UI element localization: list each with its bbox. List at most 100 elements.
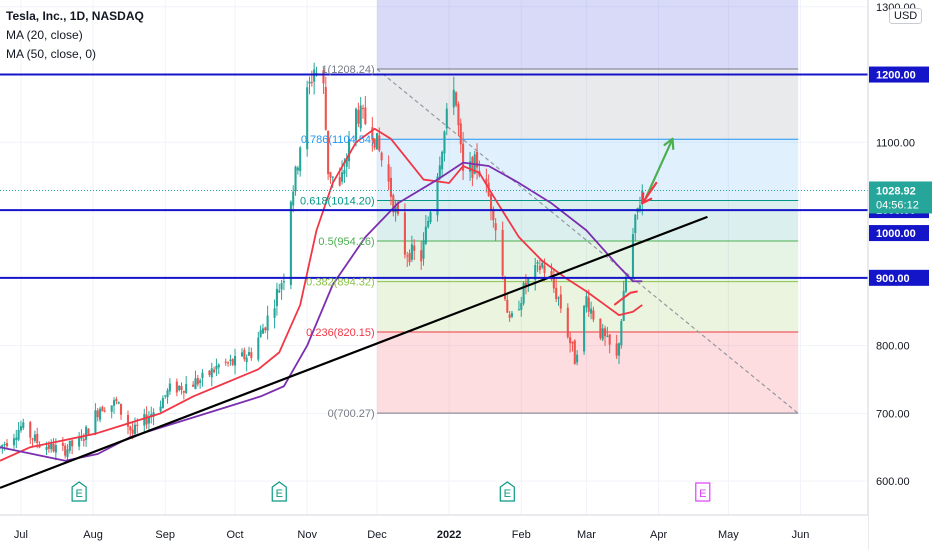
time-tick-label: Oct bbox=[226, 529, 243, 541]
candle bbox=[94, 410, 97, 434]
candle bbox=[354, 108, 358, 141]
candle bbox=[33, 434, 36, 441]
candle bbox=[573, 340, 576, 365]
earnings-label: E bbox=[75, 488, 82, 500]
candle bbox=[147, 417, 150, 424]
symbol-title[interactable]: Tesla, Inc., 1D, NASDAQ bbox=[6, 9, 144, 23]
candle bbox=[5, 443, 9, 447]
candle bbox=[131, 429, 134, 434]
earnings-icon bbox=[695, 482, 711, 502]
candle bbox=[429, 212, 432, 223]
candle bbox=[273, 308, 276, 318]
candle bbox=[541, 262, 544, 268]
chart-legend: Tesla, Inc., 1D, NASDAQ MA (20, close) M… bbox=[6, 7, 144, 64]
arrow-head bbox=[663, 137, 674, 147]
price-tick-label: 700.00 bbox=[876, 408, 910, 420]
price-axis bbox=[868, 0, 932, 515]
candle bbox=[443, 131, 446, 154]
candle bbox=[462, 143, 465, 171]
candle bbox=[341, 172, 344, 182]
candle bbox=[494, 223, 497, 231]
ma20-legend[interactable]: MA (20, close) bbox=[6, 28, 83, 42]
candle bbox=[194, 378, 197, 390]
earnings-icon bbox=[271, 481, 287, 502]
candle bbox=[126, 415, 130, 427]
fib-extension-zone bbox=[376, 0, 799, 69]
candle bbox=[420, 250, 423, 262]
candle bbox=[517, 309, 520, 311]
candle bbox=[257, 337, 260, 360]
earnings-label: E bbox=[504, 488, 511, 500]
candle bbox=[361, 107, 365, 109]
candle bbox=[261, 328, 265, 334]
candle bbox=[233, 355, 237, 366]
candle bbox=[587, 297, 590, 312]
candle bbox=[178, 385, 181, 391]
candle bbox=[459, 123, 462, 145]
time-tick-label: Apr bbox=[650, 529, 667, 541]
candle bbox=[343, 169, 346, 174]
candle bbox=[264, 327, 267, 331]
candle bbox=[310, 82, 313, 84]
candles bbox=[0, 62, 644, 463]
candle bbox=[620, 321, 623, 346]
level-price-tag: 1000.00 bbox=[869, 225, 929, 242]
candle bbox=[606, 335, 609, 337]
candle bbox=[634, 214, 637, 233]
candle bbox=[422, 240, 425, 259]
time-tick-label: Nov bbox=[297, 529, 317, 541]
candle bbox=[601, 328, 604, 340]
candle bbox=[19, 426, 22, 431]
candle bbox=[82, 439, 85, 441]
candle bbox=[1, 444, 4, 447]
candle bbox=[180, 385, 183, 391]
time-tick-label: May bbox=[718, 529, 739, 541]
candle bbox=[603, 328, 607, 337]
candle bbox=[175, 381, 178, 393]
candle bbox=[210, 368, 213, 378]
candle bbox=[85, 426, 88, 441]
candle bbox=[240, 352, 244, 357]
candle bbox=[245, 357, 248, 363]
candle bbox=[68, 440, 71, 451]
candle bbox=[408, 253, 411, 263]
candle bbox=[583, 305, 586, 352]
candle bbox=[452, 89, 455, 108]
time-axis-labels: Jul Aug Sep Oct Nov Dec 2022 Feb Mar Apr May Jun bbox=[14, 529, 809, 541]
candle bbox=[624, 277, 628, 292]
candle bbox=[331, 176, 334, 178]
candle bbox=[489, 193, 493, 211]
earnings-icon bbox=[499, 481, 515, 502]
candle bbox=[566, 307, 569, 338]
candle bbox=[315, 72, 318, 74]
candle bbox=[266, 315, 269, 331]
candle bbox=[96, 410, 99, 418]
candle bbox=[503, 277, 507, 300]
currency-button[interactable]: USD bbox=[889, 8, 923, 24]
candle bbox=[552, 276, 555, 289]
candle bbox=[524, 282, 527, 287]
candle bbox=[99, 408, 102, 420]
candle bbox=[80, 436, 83, 439]
ma50-legend[interactable]: MA (50, close, 0) bbox=[6, 47, 97, 61]
level-tag-background bbox=[869, 66, 929, 83]
price-tick-label: 600.00 bbox=[876, 476, 910, 488]
candle bbox=[538, 265, 541, 271]
level-tag-label: 1200.00 bbox=[876, 70, 916, 82]
grid bbox=[0, 0, 868, 515]
candle bbox=[329, 172, 332, 178]
candle bbox=[3, 443, 6, 445]
candle bbox=[508, 314, 511, 318]
projection-arrow bbox=[641, 181, 658, 205]
support-trendline bbox=[0, 215, 708, 489]
candle bbox=[182, 391, 185, 393]
fib-zone bbox=[376, 241, 799, 282]
candle bbox=[217, 364, 220, 368]
candle bbox=[110, 405, 113, 412]
candle bbox=[71, 440, 74, 447]
candle bbox=[282, 281, 285, 283]
candle bbox=[492, 208, 495, 221]
